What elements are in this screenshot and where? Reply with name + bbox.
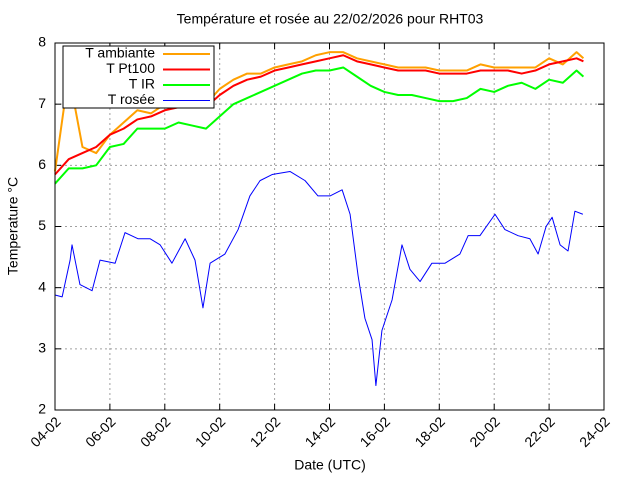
chart-title: Température et rosée au 22/02/2026 pour … <box>177 11 484 27</box>
legend-label: T IR <box>129 76 155 92</box>
data-line <box>54 51 585 172</box>
legend-label: T ambiante <box>85 45 155 61</box>
x-tick-label: 22-02 <box>521 413 558 450</box>
x-tick-label: 18-02 <box>411 413 448 450</box>
x-tick-label: 16-02 <box>357 413 394 450</box>
y-tick-label: 2 <box>38 401 46 417</box>
legend-box <box>62 45 215 109</box>
x-tick-label: 08-02 <box>137 413 174 450</box>
y-tick-label: 4 <box>38 278 46 294</box>
x-tick-label: 10-02 <box>192 413 229 450</box>
x-tick-label: 20-02 <box>466 413 503 450</box>
x-tick-label: 24-02 <box>576 413 613 450</box>
plot-frame <box>54 42 605 411</box>
data-line <box>54 66 585 185</box>
data-line <box>54 54 584 176</box>
x-tick-label: 12-02 <box>247 413 284 450</box>
x-tick-label: 04-02 <box>27 413 64 450</box>
x-axis-label: Date (UTC) <box>294 457 366 473</box>
y-tick-label: 8 <box>38 34 46 50</box>
y-tick-label: 6 <box>38 156 46 172</box>
x-tick-label: 06-02 <box>82 413 119 450</box>
y-axis-label: Temperature °C <box>5 177 21 275</box>
legend-label: T rosée <box>108 91 155 107</box>
y-tick-label: 3 <box>38 340 46 356</box>
legend-label: T Pt100 <box>106 60 155 76</box>
data-line <box>54 170 584 387</box>
y-tick-label: 5 <box>38 217 46 233</box>
y-tick-label: 7 <box>38 95 46 111</box>
x-tick-label: 14-02 <box>302 413 339 450</box>
